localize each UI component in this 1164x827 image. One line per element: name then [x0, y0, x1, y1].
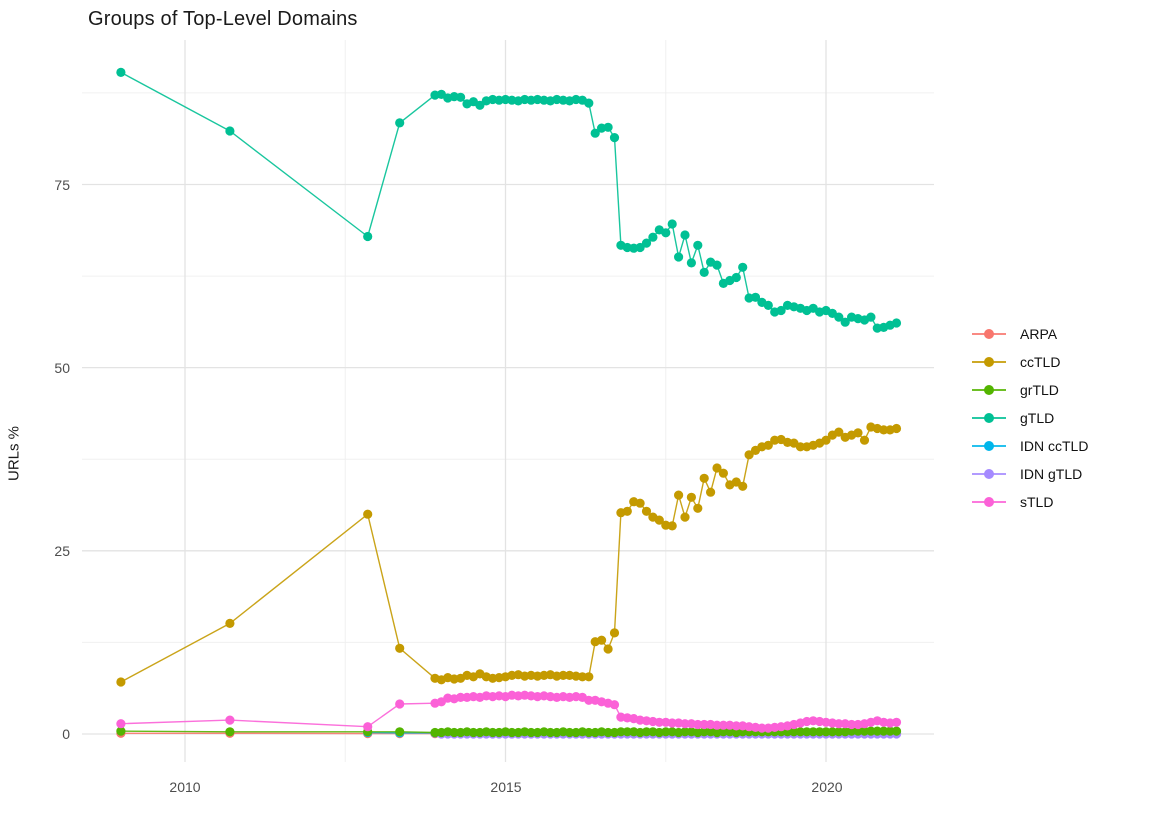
legend-key-icon — [972, 411, 1006, 425]
legend-label: IDN gTLD — [1020, 466, 1083, 482]
legend-label: grTLD — [1020, 382, 1059, 398]
legend-key-icon — [972, 383, 1006, 397]
y-tick-label-25: 25 — [54, 543, 70, 559]
legend: ARPA ccTLD grTLD gTLD IDN ccTLD IDN gTLD… — [972, 320, 1088, 516]
x-tick-label-2010: 2010 — [169, 779, 201, 795]
legend-item-arpa: ARPA — [972, 320, 1088, 348]
legend-label: gTLD — [1020, 410, 1055, 426]
x-tick-label-2020: 2020 — [811, 779, 843, 795]
legend-item-grtld: grTLD — [972, 376, 1088, 404]
legend-item-gtld: gTLD — [972, 404, 1088, 432]
legend-key-icon — [972, 327, 1006, 341]
legend-label: IDN ccTLD — [1020, 438, 1089, 454]
legend-item-idn-cctld: IDN ccTLD — [972, 432, 1088, 460]
legend-key-icon — [972, 439, 1006, 453]
legend-key-icon — [972, 467, 1006, 481]
legend-label: ccTLD — [1020, 354, 1061, 370]
legend-label: sTLD — [1020, 494, 1054, 510]
legend-label: ARPA — [1020, 326, 1058, 342]
legend-key-icon — [972, 495, 1006, 509]
y-tick-label-75: 75 — [54, 177, 70, 193]
legend-item-idn-gtld: IDN gTLD — [972, 460, 1088, 488]
legend-key-icon — [972, 355, 1006, 369]
x-tick-label-2015: 2015 — [490, 779, 522, 795]
y-tick-label-0: 0 — [62, 726, 70, 742]
chart-title: Groups of Top-Level Domains — [88, 8, 358, 30]
y-axis-label: URLs % — [5, 426, 23, 482]
legend-item-stld: sTLD — [972, 488, 1088, 516]
legend-item-cctld: ccTLD — [972, 348, 1088, 376]
y-tick-label-50: 50 — [54, 360, 70, 376]
